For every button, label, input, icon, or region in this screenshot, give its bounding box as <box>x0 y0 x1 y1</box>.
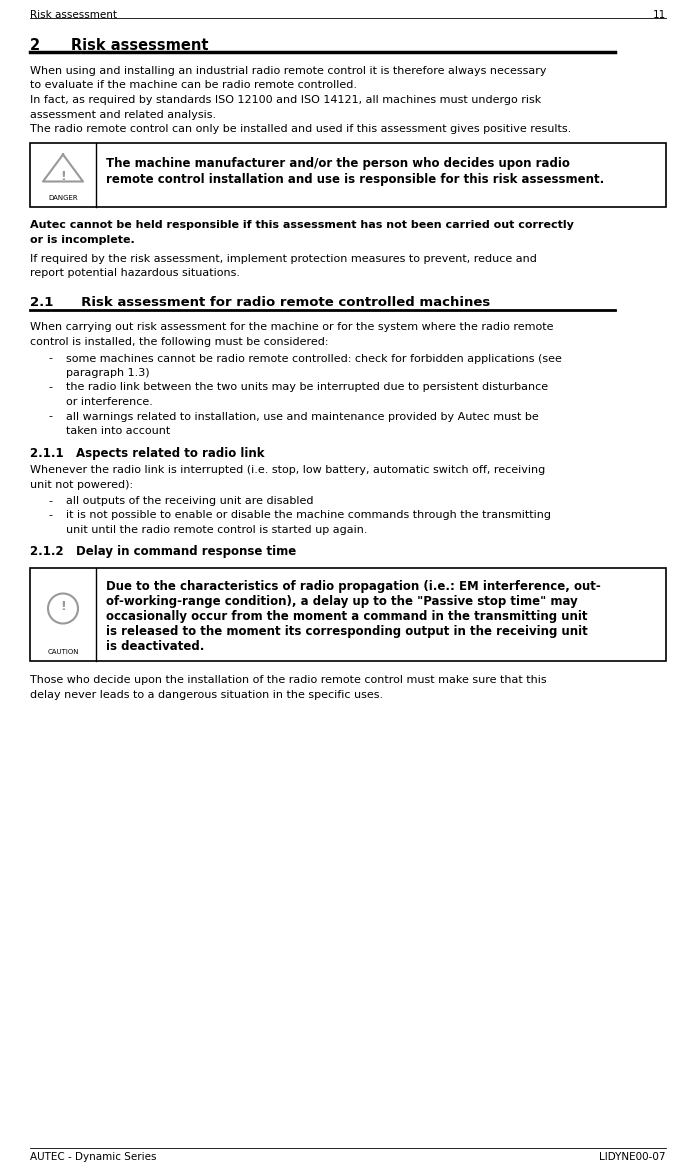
FancyBboxPatch shape <box>30 142 666 207</box>
Text: unit until the radio remote control is started up again.: unit until the radio remote control is s… <box>66 525 367 534</box>
Text: all outputs of the receiving unit are disabled: all outputs of the receiving unit are di… <box>66 496 313 506</box>
Text: Autec cannot be held responsible if this assessment has not been carried out cor: Autec cannot be held responsible if this… <box>30 221 574 231</box>
Text: When using and installing an industrial radio remote control it is therefore alw: When using and installing an industrial … <box>30 67 546 76</box>
Text: -: - <box>48 354 52 363</box>
Text: Those who decide upon the installation of the radio remote control must make sur: Those who decide upon the installation o… <box>30 675 546 685</box>
Text: or interference.: or interference. <box>66 397 153 407</box>
Text: is released to the moment its corresponding output in the receiving unit: is released to the moment its correspond… <box>106 626 587 638</box>
Text: 2.1      Risk assessment for radio remote controlled machines: 2.1 Risk assessment for radio remote con… <box>30 296 490 309</box>
Text: DANGER: DANGER <box>48 195 78 201</box>
Text: is deactivated.: is deactivated. <box>106 640 205 654</box>
FancyBboxPatch shape <box>30 568 666 661</box>
Text: Whenever the radio link is interrupted (i.e. stop, low battery, automatic switch: Whenever the radio link is interrupted (… <box>30 464 545 475</box>
Text: If required by the risk assessment, implement protection measures to prevent, re: If required by the risk assessment, impl… <box>30 253 537 264</box>
Text: -: - <box>48 510 52 520</box>
Text: control is installed, the following must be considered:: control is installed, the following must… <box>30 337 329 347</box>
Text: In fact, as required by standards ISO 12100 and ISO 14121, all machines must und: In fact, as required by standards ISO 12… <box>30 95 541 105</box>
Text: When carrying out risk assessment for the machine or for the system where the ra: When carrying out risk assessment for th… <box>30 322 553 333</box>
Text: -: - <box>48 496 52 506</box>
Text: paragraph 1.3): paragraph 1.3) <box>66 368 150 378</box>
Text: !: ! <box>60 600 66 613</box>
Text: LIDYNE00-07: LIDYNE00-07 <box>599 1152 666 1162</box>
Text: report potential hazardous situations.: report potential hazardous situations. <box>30 268 240 278</box>
Text: -: - <box>48 412 52 421</box>
Text: AUTEC - Dynamic Series: AUTEC - Dynamic Series <box>30 1152 157 1162</box>
Text: 2.1.1   Aspects related to radio link: 2.1.1 Aspects related to radio link <box>30 447 264 460</box>
Text: Due to the characteristics of radio propagation (i.e.: EM interference, out-: Due to the characteristics of radio prop… <box>106 580 601 593</box>
Text: it is not possible to enable or disable the machine commands through the transmi: it is not possible to enable or disable … <box>66 510 551 520</box>
Text: the radio link between the two units may be interrupted due to persistent distur: the radio link between the two units may… <box>66 383 548 392</box>
Text: The radio remote control can only be installed and used if this assessment gives: The radio remote control can only be ins… <box>30 124 571 134</box>
Text: 11: 11 <box>653 11 666 20</box>
Text: all warnings related to installation, use and maintenance provided by Autec must: all warnings related to installation, us… <box>66 412 539 421</box>
Text: 2      Risk assessment: 2 Risk assessment <box>30 39 209 53</box>
Text: Risk assessment: Risk assessment <box>30 11 117 20</box>
Text: some machines cannot be radio remote controlled: check for forbidden application: some machines cannot be radio remote con… <box>66 354 562 363</box>
Text: to evaluate if the machine can be radio remote controlled.: to evaluate if the machine can be radio … <box>30 81 357 91</box>
Text: -: - <box>48 383 52 392</box>
Text: or is incomplete.: or is incomplete. <box>30 235 135 245</box>
Text: The machine manufacturer and/or the person who decides upon radio: The machine manufacturer and/or the pers… <box>106 156 570 169</box>
Text: CAUTION: CAUTION <box>47 649 79 655</box>
Text: occasionally occur from the moment a command in the transmitting unit: occasionally occur from the moment a com… <box>106 610 587 623</box>
Text: !: ! <box>60 170 66 183</box>
Text: taken into account: taken into account <box>66 426 171 436</box>
Text: 2.1.2   Delay in command response time: 2.1.2 Delay in command response time <box>30 545 296 559</box>
Text: of-working-range condition), a delay up to the "Passive stop time" may: of-working-range condition), a delay up … <box>106 595 578 608</box>
Text: delay never leads to a dangerous situation in the specific uses.: delay never leads to a dangerous situati… <box>30 690 383 699</box>
Text: remote control installation and use is responsible for this risk assessment.: remote control installation and use is r… <box>106 174 604 187</box>
Text: assessment and related analysis.: assessment and related analysis. <box>30 110 216 119</box>
Text: unit not powered):: unit not powered): <box>30 480 133 489</box>
